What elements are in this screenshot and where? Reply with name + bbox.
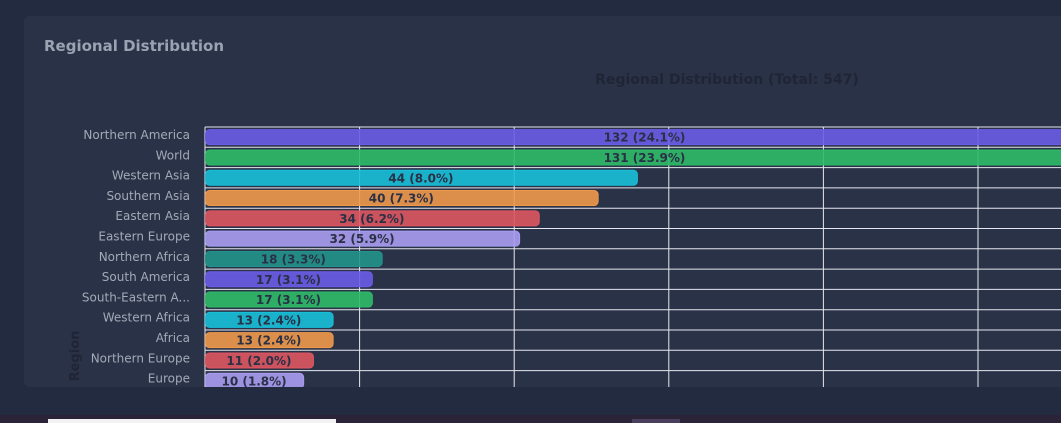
- bar-data-label: 34 (6.2%): [339, 212, 404, 226]
- y-tick-label: Northern Europe: [91, 351, 190, 365]
- bar[interactable]: [205, 250, 383, 267]
- y-tick-label: Western Africa: [103, 311, 190, 325]
- bar[interactable]: [205, 129, 1061, 146]
- y-axis-label: Region: [68, 331, 83, 382]
- chart-title: Regional Distribution (Total: 547): [595, 72, 859, 88]
- bar-data-label: 132 (24.1%): [604, 131, 686, 145]
- bar[interactable]: [205, 291, 373, 308]
- bar[interactable]: [205, 332, 334, 349]
- bar[interactable]: [205, 210, 540, 227]
- bar-data-label: 18 (3.3%): [261, 252, 326, 266]
- bar[interactable]: [205, 311, 334, 328]
- y-tick-label: Africa: [156, 331, 190, 345]
- y-tick-label: Northern Africa: [99, 250, 190, 264]
- y-tick-label: Eastern Asia: [115, 209, 190, 223]
- bar-data-label: 11 (2.0%): [226, 354, 291, 368]
- bar[interactable]: [205, 372, 305, 387]
- bar-data-label: 17 (3.1%): [256, 273, 321, 287]
- y-tick-label: Europe: [148, 372, 190, 386]
- bar[interactable]: [205, 169, 638, 186]
- bar-data-label: 40 (7.3%): [369, 192, 434, 206]
- bottom-tab-edge: [632, 419, 680, 423]
- bar[interactable]: [205, 149, 1061, 166]
- bar-data-label: 10 (1.8%): [222, 374, 287, 387]
- bar-data-label: 32 (5.9%): [329, 232, 394, 246]
- bar[interactable]: [205, 352, 314, 369]
- y-tick-label: South America: [102, 270, 190, 284]
- bar-data-label: 13 (2.4%): [236, 313, 301, 327]
- y-tick-label: Northern America: [83, 128, 190, 142]
- bar[interactable]: [205, 230, 521, 247]
- bar[interactable]: [205, 190, 599, 207]
- card-title: Regional Distribution: [44, 37, 225, 55]
- bar-data-label: 13 (2.4%): [236, 334, 301, 348]
- bar-data-label: 131 (23.9%): [604, 151, 686, 165]
- regional-distribution-card: Regional Distribution Regional Distribut…: [24, 16, 1061, 387]
- bar-data-label: 17 (3.1%): [256, 293, 321, 307]
- bar-data-label: 44 (8.0%): [388, 171, 453, 185]
- bar[interactable]: [205, 271, 373, 288]
- bottom-panel-edge: [48, 419, 336, 423]
- regional-bar-chart: 132 (24.1%) Northern America 131 (23.9%) Wo…: [68, 126, 1061, 387]
- y-tick-label: South-Eastern A...: [82, 290, 190, 304]
- y-tick-label: Eastern Europe: [98, 230, 190, 244]
- y-tick-label: Southern Asia: [106, 189, 190, 203]
- y-tick-label: Western Asia: [112, 169, 190, 183]
- y-tick-label: World: [156, 148, 190, 162]
- bottom-strip: [0, 415, 1061, 423]
